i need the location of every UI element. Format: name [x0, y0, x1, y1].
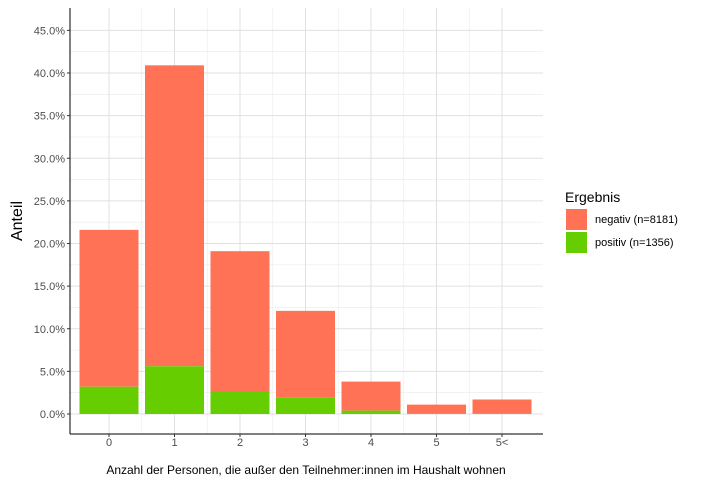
legend-items: negativ (n=8181) positiv (n=1356): [566, 209, 678, 253]
y-tick-label: 5.0%: [40, 366, 65, 378]
x-tick-label: 5: [433, 437, 439, 449]
y-tick-label: 35.0%: [34, 111, 65, 123]
y-tick-label: 40.0%: [34, 68, 65, 80]
y-tick-label: 25.0%: [34, 196, 65, 208]
legend-swatch-0: [566, 209, 587, 230]
bar-positiv-5: [407, 413, 466, 414]
x-axis-ticks: 0 1 2 3 4 5 5<: [106, 434, 508, 449]
x-tick-label: 2: [237, 437, 243, 449]
y-axis-title: Anteil: [9, 201, 26, 241]
bar-negativ-2: [210, 251, 270, 391]
bar-positiv-1: [145, 366, 204, 414]
legend-title: Ergebnis: [565, 189, 620, 205]
y-tick-label: 20.0%: [34, 239, 65, 251]
bars: [79, 65, 532, 414]
y-tick-label: 0.0%: [40, 409, 65, 421]
y-tick-label: 10.0%: [34, 324, 65, 336]
bar-negativ-0: [79, 229, 139, 387]
bar-negativ-5: [407, 404, 466, 414]
legend-label-1: positiv (n=1356): [595, 237, 674, 249]
y-tick-label: 30.0%: [34, 153, 65, 165]
bar-negativ-3: [276, 310, 335, 398]
bar-negativ-4: [341, 381, 401, 411]
bar-negativ-6: [472, 399, 532, 414]
x-tick-label: 5<: [496, 437, 509, 449]
x-tick-label: 1: [171, 437, 177, 449]
bar-positiv-6: [472, 413, 532, 414]
bar-positiv-4: [341, 410, 401, 414]
bar-positiv-3: [276, 397, 335, 414]
legend-swatch-1: [566, 232, 587, 253]
x-tick-label: 3: [302, 437, 308, 449]
y-tick-label: 15.0%: [34, 281, 65, 293]
axes: [69, 8, 543, 435]
legend: Ergebnis negativ (n=8181) positiv (n=1356…: [565, 189, 678, 253]
y-axis-ticks: 0.0% 5.0% 10.0% 15.0% 20.0% 25.0% 30.0% 35.0% 40…: [34, 25, 70, 421]
y-tick-label: 45.0%: [34, 25, 65, 37]
bar-negativ-1: [145, 65, 204, 367]
legend-label-0: negativ (n=8181): [595, 214, 678, 226]
bar-positiv-0: [79, 386, 139, 414]
x-tick-label: 0: [106, 437, 112, 449]
x-axis-title: Anzahl der Personen, die außer den Teiln…: [106, 463, 505, 477]
x-tick-label: 4: [368, 437, 374, 449]
bar-positiv-2: [210, 390, 270, 414]
